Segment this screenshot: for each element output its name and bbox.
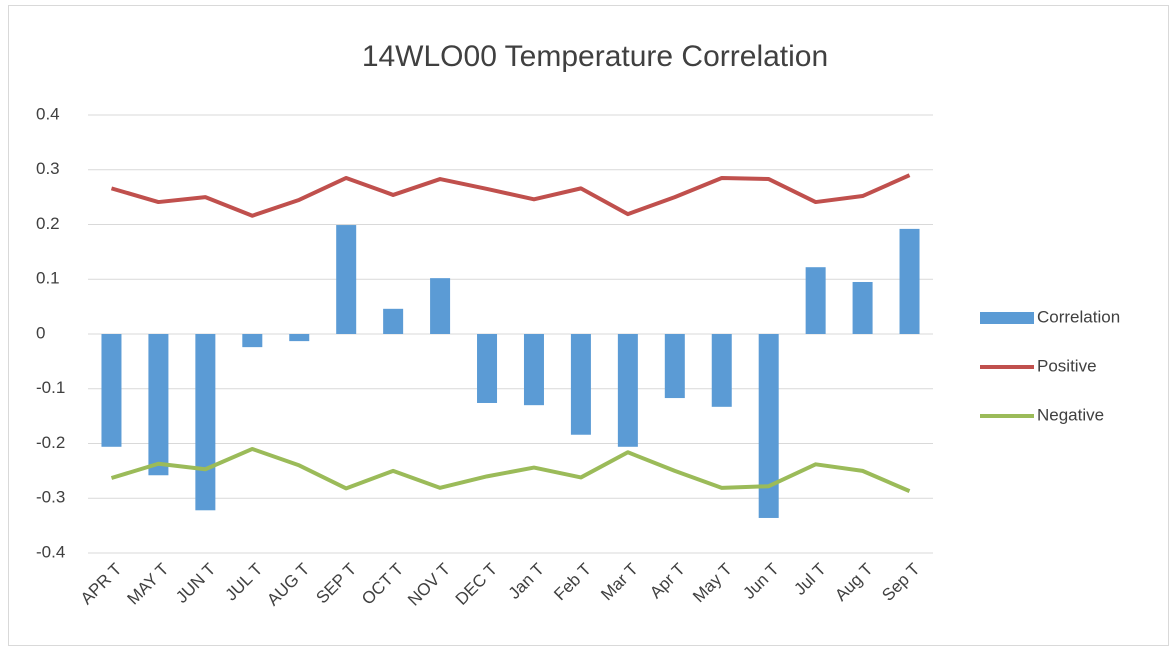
- legend-label: Correlation: [1037, 307, 1120, 326]
- bar: [148, 334, 169, 476]
- bar: [664, 334, 685, 399]
- bar: [101, 334, 122, 447]
- bar: [899, 228, 920, 334]
- y-tick-label: 0.4: [36, 104, 60, 123]
- y-tick-label: -0.3: [36, 488, 65, 507]
- y-tick-label: -0.2: [36, 433, 65, 452]
- bar: [430, 278, 451, 334]
- chart-title: 14WLO00 Temperature Correlation: [362, 40, 828, 73]
- bar: [711, 334, 732, 407]
- bar: [852, 281, 873, 334]
- y-tick-label: 0: [36, 323, 45, 342]
- bar: [195, 334, 216, 511]
- bar: [570, 334, 591, 435]
- bar: [242, 334, 263, 348]
- bar: [617, 334, 638, 447]
- y-tick-label: 0.1: [36, 269, 60, 288]
- legend-swatch: [980, 312, 1034, 324]
- bar: [383, 308, 404, 334]
- y-tick-label: 0.2: [36, 214, 60, 233]
- chart-frame: [8, 5, 1169, 646]
- bar: [523, 334, 544, 406]
- line: [110, 173, 911, 218]
- bar: [758, 334, 779, 518]
- bar: [289, 334, 310, 342]
- bar: [477, 334, 498, 403]
- legend-label: Negative: [1037, 405, 1104, 424]
- bar: [805, 267, 826, 334]
- y-tick-label: 0.3: [36, 159, 60, 178]
- y-tick-label: -0.4: [36, 542, 65, 561]
- legend-label: Positive: [1037, 356, 1097, 375]
- y-tick-label: -0.1: [36, 378, 65, 397]
- line: [110, 446, 911, 493]
- bar: [336, 225, 357, 334]
